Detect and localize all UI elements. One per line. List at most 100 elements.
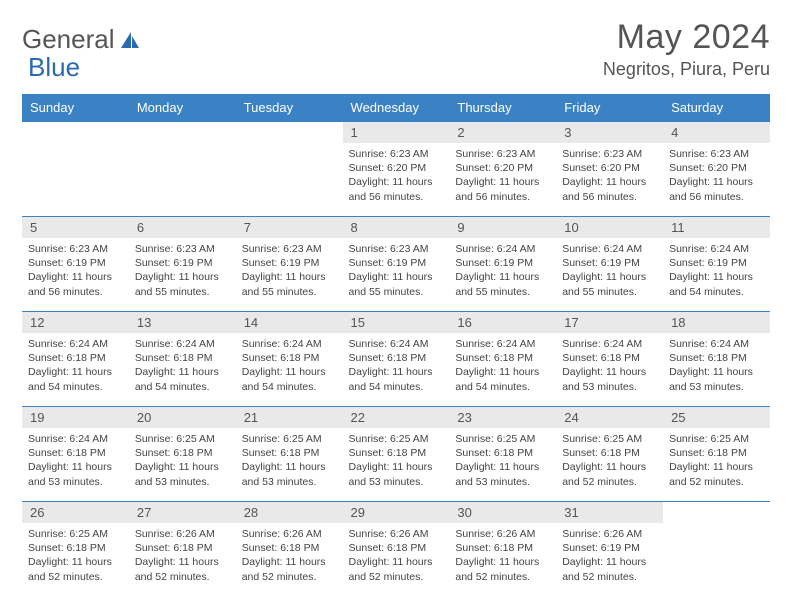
daylight-text: Daylight: 11 hours and 55 minutes. <box>349 270 444 298</box>
day-number: 5 <box>22 217 129 238</box>
sunset-text: Sunset: 6:19 PM <box>455 256 550 270</box>
day-number: 31 <box>556 502 663 523</box>
day-number: 21 <box>236 407 343 428</box>
day-details: Sunrise: 6:23 AMSunset: 6:20 PMDaylight:… <box>343 143 450 208</box>
day-number: 24 <box>556 407 663 428</box>
weekday-header-row: Sunday Monday Tuesday Wednesday Thursday… <box>22 94 770 122</box>
calendar-day-cell: 30Sunrise: 6:26 AMSunset: 6:18 PMDayligh… <box>449 502 556 597</box>
sunrise-text: Sunrise: 6:25 AM <box>349 432 444 446</box>
calendar-day-cell: 27Sunrise: 6:26 AMSunset: 6:18 PMDayligh… <box>129 502 236 597</box>
sunrise-text: Sunrise: 6:26 AM <box>242 527 337 541</box>
sunset-text: Sunset: 6:18 PM <box>135 446 230 460</box>
daylight-text: Daylight: 11 hours and 55 minutes. <box>455 270 550 298</box>
calendar-day-cell <box>236 122 343 217</box>
daylight-text: Daylight: 11 hours and 52 minutes. <box>349 555 444 583</box>
day-number: 4 <box>663 122 770 143</box>
daylight-text: Daylight: 11 hours and 55 minutes. <box>135 270 230 298</box>
daylight-text: Daylight: 11 hours and 52 minutes. <box>562 555 657 583</box>
calendar-day-cell: 22Sunrise: 6:25 AMSunset: 6:18 PMDayligh… <box>343 407 450 502</box>
day-number: 1 <box>343 122 450 143</box>
sunrise-text: Sunrise: 6:24 AM <box>349 337 444 351</box>
day-number: 22 <box>343 407 450 428</box>
day-details: Sunrise: 6:25 AMSunset: 6:18 PMDaylight:… <box>22 523 129 588</box>
sunset-text: Sunset: 6:19 PM <box>562 541 657 555</box>
title-block: May 2024 Negritos, Piura, Peru <box>603 18 770 80</box>
sunrise-text: Sunrise: 6:25 AM <box>562 432 657 446</box>
calendar-day-cell <box>663 502 770 597</box>
calendar-day-cell: 7Sunrise: 6:23 AMSunset: 6:19 PMDaylight… <box>236 217 343 312</box>
day-details: Sunrise: 6:23 AMSunset: 6:20 PMDaylight:… <box>556 143 663 208</box>
calendar-day-cell: 19Sunrise: 6:24 AMSunset: 6:18 PMDayligh… <box>22 407 129 502</box>
daylight-text: Daylight: 11 hours and 56 minutes. <box>28 270 123 298</box>
day-number: 3 <box>556 122 663 143</box>
sunrise-text: Sunrise: 6:23 AM <box>242 242 337 256</box>
calendar-day-cell: 31Sunrise: 6:26 AMSunset: 6:19 PMDayligh… <box>556 502 663 597</box>
day-number: 10 <box>556 217 663 238</box>
day-number: 6 <box>129 217 236 238</box>
daylight-text: Daylight: 11 hours and 56 minutes. <box>669 175 764 203</box>
day-details: Sunrise: 6:25 AMSunset: 6:18 PMDaylight:… <box>556 428 663 493</box>
calendar-day-cell: 17Sunrise: 6:24 AMSunset: 6:18 PMDayligh… <box>556 312 663 407</box>
sunrise-text: Sunrise: 6:24 AM <box>28 432 123 446</box>
day-details: Sunrise: 6:24 AMSunset: 6:18 PMDaylight:… <box>556 333 663 398</box>
daylight-text: Daylight: 11 hours and 52 minutes. <box>562 460 657 488</box>
sunrise-text: Sunrise: 6:25 AM <box>242 432 337 446</box>
weekday-header: Thursday <box>449 94 556 122</box>
daylight-text: Daylight: 11 hours and 52 minutes. <box>28 555 123 583</box>
sunrise-text: Sunrise: 6:25 AM <box>135 432 230 446</box>
day-number: 8 <box>343 217 450 238</box>
day-details: Sunrise: 6:24 AMSunset: 6:19 PMDaylight:… <box>449 238 556 303</box>
daylight-text: Daylight: 11 hours and 53 minutes. <box>455 460 550 488</box>
day-number: 28 <box>236 502 343 523</box>
sunset-text: Sunset: 6:19 PM <box>349 256 444 270</box>
daylight-text: Daylight: 11 hours and 54 minutes. <box>28 365 123 393</box>
daylight-text: Daylight: 11 hours and 53 minutes. <box>135 460 230 488</box>
day-details: Sunrise: 6:24 AMSunset: 6:18 PMDaylight:… <box>129 333 236 398</box>
daylight-text: Daylight: 11 hours and 55 minutes. <box>562 270 657 298</box>
calendar-day-cell: 20Sunrise: 6:25 AMSunset: 6:18 PMDayligh… <box>129 407 236 502</box>
calendar-week-row: 12Sunrise: 6:24 AMSunset: 6:18 PMDayligh… <box>22 312 770 407</box>
calendar-day-cell: 16Sunrise: 6:24 AMSunset: 6:18 PMDayligh… <box>449 312 556 407</box>
day-details: Sunrise: 6:25 AMSunset: 6:18 PMDaylight:… <box>129 428 236 493</box>
calendar-day-cell: 18Sunrise: 6:24 AMSunset: 6:18 PMDayligh… <box>663 312 770 407</box>
day-number: 20 <box>129 407 236 428</box>
daylight-text: Daylight: 11 hours and 53 minutes. <box>242 460 337 488</box>
calendar-day-cell <box>129 122 236 217</box>
calendar-day-cell: 8Sunrise: 6:23 AMSunset: 6:19 PMDaylight… <box>343 217 450 312</box>
daylight-text: Daylight: 11 hours and 56 minutes. <box>455 175 550 203</box>
day-details: Sunrise: 6:24 AMSunset: 6:19 PMDaylight:… <box>663 238 770 303</box>
day-details: Sunrise: 6:26 AMSunset: 6:18 PMDaylight:… <box>236 523 343 588</box>
daylight-text: Daylight: 11 hours and 52 minutes. <box>455 555 550 583</box>
day-details: Sunrise: 6:25 AMSunset: 6:18 PMDaylight:… <box>449 428 556 493</box>
day-details: Sunrise: 6:23 AMSunset: 6:19 PMDaylight:… <box>22 238 129 303</box>
month-title: May 2024 <box>603 18 770 57</box>
weekday-header: Tuesday <box>236 94 343 122</box>
day-number: 19 <box>22 407 129 428</box>
daylight-text: Daylight: 11 hours and 52 minutes. <box>242 555 337 583</box>
calendar-day-cell: 5Sunrise: 6:23 AMSunset: 6:19 PMDaylight… <box>22 217 129 312</box>
sunset-text: Sunset: 6:19 PM <box>242 256 337 270</box>
weekday-header: Friday <box>556 94 663 122</box>
day-details: Sunrise: 6:23 AMSunset: 6:20 PMDaylight:… <box>449 143 556 208</box>
sunrise-text: Sunrise: 6:24 AM <box>562 242 657 256</box>
sunset-text: Sunset: 6:18 PM <box>349 541 444 555</box>
calendar-week-row: 26Sunrise: 6:25 AMSunset: 6:18 PMDayligh… <box>22 502 770 597</box>
sunset-text: Sunset: 6:20 PM <box>562 161 657 175</box>
day-details: Sunrise: 6:24 AMSunset: 6:18 PMDaylight:… <box>236 333 343 398</box>
day-number <box>22 122 129 128</box>
daylight-text: Daylight: 11 hours and 53 minutes. <box>28 460 123 488</box>
daylight-text: Daylight: 11 hours and 55 minutes. <box>242 270 337 298</box>
calendar-day-cell: 9Sunrise: 6:24 AMSunset: 6:19 PMDaylight… <box>449 217 556 312</box>
sunrise-text: Sunrise: 6:24 AM <box>242 337 337 351</box>
day-number <box>236 122 343 128</box>
daylight-text: Daylight: 11 hours and 54 minutes. <box>455 365 550 393</box>
sunset-text: Sunset: 6:19 PM <box>135 256 230 270</box>
sunrise-text: Sunrise: 6:23 AM <box>28 242 123 256</box>
calendar-day-cell: 26Sunrise: 6:25 AMSunset: 6:18 PMDayligh… <box>22 502 129 597</box>
sunset-text: Sunset: 6:18 PM <box>669 446 764 460</box>
sunrise-text: Sunrise: 6:26 AM <box>455 527 550 541</box>
daylight-text: Daylight: 11 hours and 54 minutes. <box>669 270 764 298</box>
weekday-header: Sunday <box>22 94 129 122</box>
calendar-day-cell: 29Sunrise: 6:26 AMSunset: 6:18 PMDayligh… <box>343 502 450 597</box>
day-number: 14 <box>236 312 343 333</box>
